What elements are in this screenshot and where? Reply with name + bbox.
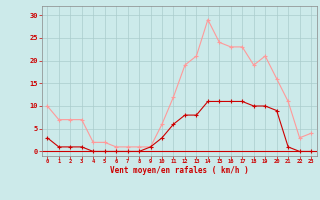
X-axis label: Vent moyen/en rafales ( km/h ): Vent moyen/en rafales ( km/h ) xyxy=(110,166,249,175)
